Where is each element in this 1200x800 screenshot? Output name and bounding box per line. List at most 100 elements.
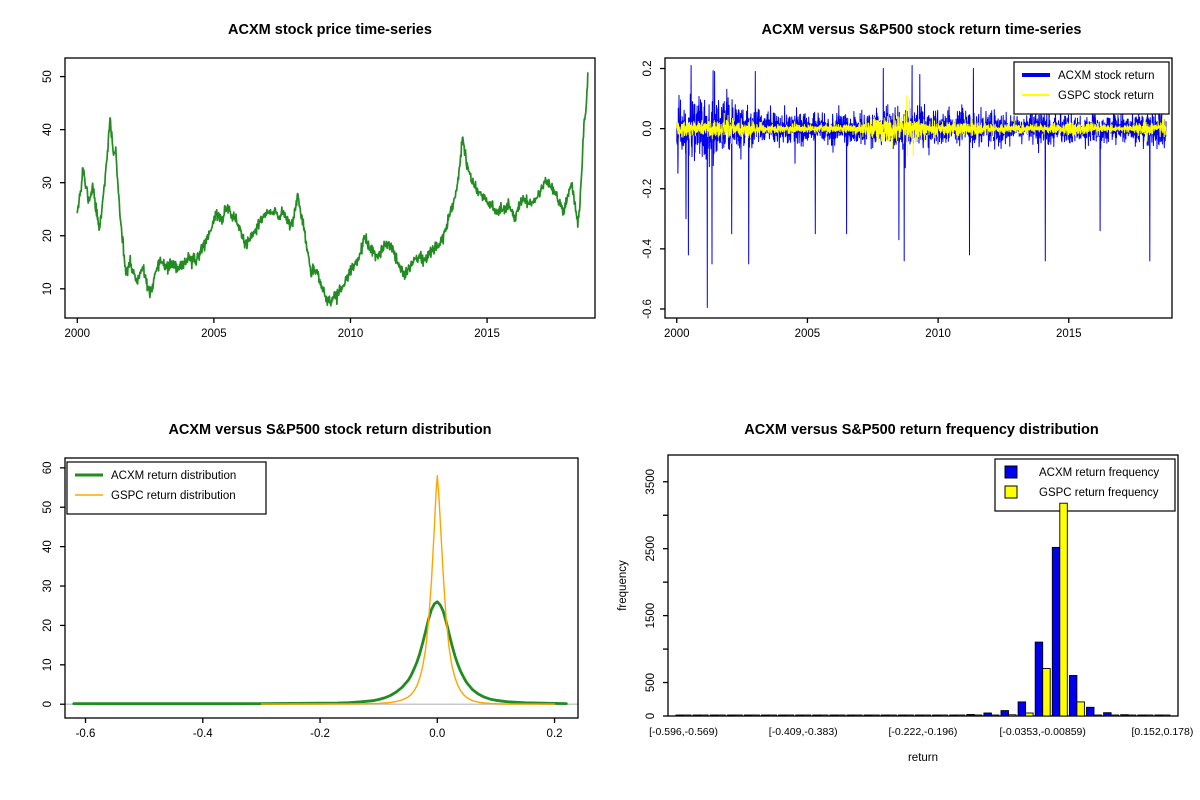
acxm-return-frequency-bar bbox=[1000, 710, 1009, 717]
y-tick-label: 1500 bbox=[645, 603, 657, 629]
legend-label: GSPC return distribution bbox=[111, 490, 236, 502]
y-tick-label: 60 bbox=[42, 461, 54, 474]
gspc-return-frequency-bar bbox=[819, 714, 829, 717]
x-bin-label: [-0.222,-0.196) bbox=[889, 726, 958, 738]
gspc-return-frequency-bar bbox=[700, 714, 709, 717]
density-chart: -0.6 -0.4 -0.2 0.0 0.2 0 10 20 30 40 50 60 ACXM retu… bbox=[42, 457, 579, 740]
legend-label: ACXM return distribution bbox=[111, 470, 236, 482]
y-tick-label: 50 bbox=[42, 70, 54, 83]
gspc-return-frequency-bar bbox=[717, 714, 726, 717]
returns-chart-title: ACXM versus S&P500 stock return time-ser… bbox=[761, 22, 1082, 38]
acxm-return-frequency-bar bbox=[1086, 706, 1095, 717]
y-tick-label: 40 bbox=[42, 123, 54, 136]
y-tick-label: 3500 bbox=[645, 469, 657, 495]
gspc-return-frequency-bar bbox=[1110, 714, 1120, 717]
legend-label: ACXM stock return bbox=[1058, 70, 1155, 82]
gspc-return-frequency-bar bbox=[956, 714, 966, 717]
gspc-return-frequency-bar bbox=[768, 714, 777, 717]
panel-price-chart: ACXM stock price time-series 2000 2005 201… bbox=[0, 0, 600, 400]
x-tick-label: 2005 bbox=[795, 328, 821, 340]
gspc-return-frequency-bar bbox=[1161, 714, 1171, 717]
frequency-chart: 0 500 1500 2500 3500 [-0.596,-0.569) [-0.409,-… bbox=[617, 454, 1193, 764]
acxm-return-frequency-bar bbox=[1017, 701, 1027, 717]
gspc-return-frequency-bar bbox=[905, 714, 914, 717]
gspc-return-frequency-bar bbox=[990, 714, 1000, 717]
gspc-return-frequency-bar bbox=[751, 714, 760, 717]
frequency-chart-title: ACXM versus S&P500 return frequency dist… bbox=[744, 422, 1099, 438]
y-tick-label: 0.0 bbox=[642, 121, 654, 137]
y-tick-label: 30 bbox=[42, 176, 54, 189]
acxm-stock-price-line bbox=[76, 72, 589, 307]
legend-swatch-gspc-return-frequency bbox=[1004, 485, 1018, 499]
gspc-return-frequency-bar bbox=[1025, 712, 1034, 717]
gspc-return-frequency-bar bbox=[1144, 714, 1154, 717]
gspc-return-frequency-bar bbox=[854, 714, 863, 717]
y-tick-label: 50 bbox=[42, 501, 54, 514]
x-axis-label: return bbox=[908, 752, 938, 764]
gspc-return-frequency-bar bbox=[734, 714, 743, 717]
y-tick-label: 20 bbox=[42, 229, 54, 242]
y-tick-label: 0 bbox=[645, 713, 657, 719]
density-chart-title: ACXM versus S&P500 stock return distribu… bbox=[168, 422, 492, 438]
y-tick-label: -0.6 bbox=[642, 299, 654, 319]
acxm-return-frequency-bar bbox=[1034, 641, 1044, 717]
gspc-return-frequency-bar bbox=[1008, 714, 1017, 717]
price-chart-title: ACXM stock price time-series bbox=[228, 22, 432, 38]
gspc-stock-return-line bbox=[676, 95, 1167, 157]
gspc-return-frequency-bar bbox=[888, 714, 897, 717]
x-bin-label: [0.152,0.178) bbox=[1131, 726, 1193, 738]
gspc-return-frequency-bar bbox=[785, 714, 795, 717]
legend-box bbox=[994, 458, 1176, 512]
x-bin-label: [-0.596,-0.569) bbox=[649, 726, 718, 738]
y-tick-label: 30 bbox=[42, 580, 54, 593]
y-tick-label: 2500 bbox=[645, 536, 657, 562]
x-tick-label: 2005 bbox=[201, 328, 227, 340]
x-tick-label: -0.6 bbox=[76, 728, 96, 740]
gspc-return-frequency-bar bbox=[683, 714, 692, 717]
gspc-return-frequency-bar bbox=[1076, 701, 1085, 717]
y-tick-label: 40 bbox=[42, 540, 54, 553]
acxm-stock-return-line bbox=[676, 65, 1167, 308]
y-tick-label: -0.2 bbox=[642, 179, 654, 199]
x-tick-label: 2000 bbox=[664, 328, 690, 340]
gspc-return-frequency-bar bbox=[1059, 502, 1068, 717]
legend-label: ACXM return frequency bbox=[1039, 467, 1159, 479]
legend-box bbox=[66, 461, 267, 515]
x-tick-label: 0.0 bbox=[429, 728, 445, 740]
x-tick-label: 2010 bbox=[338, 328, 364, 340]
y-tick-label: 20 bbox=[42, 619, 54, 632]
x-tick-label: -0.4 bbox=[193, 728, 213, 740]
y-axis-label: frequency bbox=[617, 560, 629, 611]
x-tick-label: 2015 bbox=[1056, 328, 1082, 340]
panel-returns-chart: ACXM versus S&P500 stock return time-ser… bbox=[600, 0, 1200, 400]
panel-density-chart: ACXM versus S&P500 stock return distribu… bbox=[0, 400, 600, 800]
gspc-return-frequency-bar bbox=[802, 714, 812, 717]
x-tick-label: -0.2 bbox=[310, 728, 330, 740]
gspc-return-frequency-bar bbox=[1042, 668, 1051, 717]
legend-swatch-acxm-return-frequency bbox=[1004, 465, 1018, 479]
y-tick-label: -0.4 bbox=[642, 238, 654, 258]
returns-chart: 2000 2005 2010 2015 0.2 0.0 -0.2 -0.4 -0.6 ACXM s… bbox=[642, 57, 1173, 340]
gspc-return-frequency-bar bbox=[973, 714, 983, 717]
x-tick-label: 2000 bbox=[64, 328, 90, 340]
price-chart: 2000 2005 2010 2015 10 20 30 40 50 bbox=[42, 57, 596, 340]
legend-label: GSPC return frequency bbox=[1039, 487, 1159, 499]
acxm-return-frequency-bar bbox=[1051, 546, 1061, 717]
gspc-return-frequency-bar bbox=[871, 714, 880, 717]
legend-label: GSPC stock return bbox=[1058, 90, 1154, 102]
plot-box bbox=[64, 457, 579, 719]
gspc-return-distribution-line bbox=[260, 474, 556, 705]
gspc-return-frequency-bar bbox=[1093, 714, 1102, 717]
gspc-return-frequency-bar bbox=[837, 714, 846, 717]
legend-box bbox=[1013, 61, 1170, 115]
plot-box bbox=[64, 57, 596, 319]
panel-frequency-chart: ACXM versus S&P500 return frequency dist… bbox=[600, 400, 1200, 800]
y-tick-label: 0.2 bbox=[642, 61, 654, 77]
y-tick-label: 10 bbox=[42, 658, 54, 671]
y-tick-label: 0 bbox=[42, 701, 54, 707]
x-tick-label: 2010 bbox=[925, 328, 951, 340]
x-bin-label: [-0.409,-0.383) bbox=[769, 726, 838, 738]
y-tick-label: 10 bbox=[42, 282, 54, 295]
x-tick-label: 0.2 bbox=[547, 728, 563, 740]
